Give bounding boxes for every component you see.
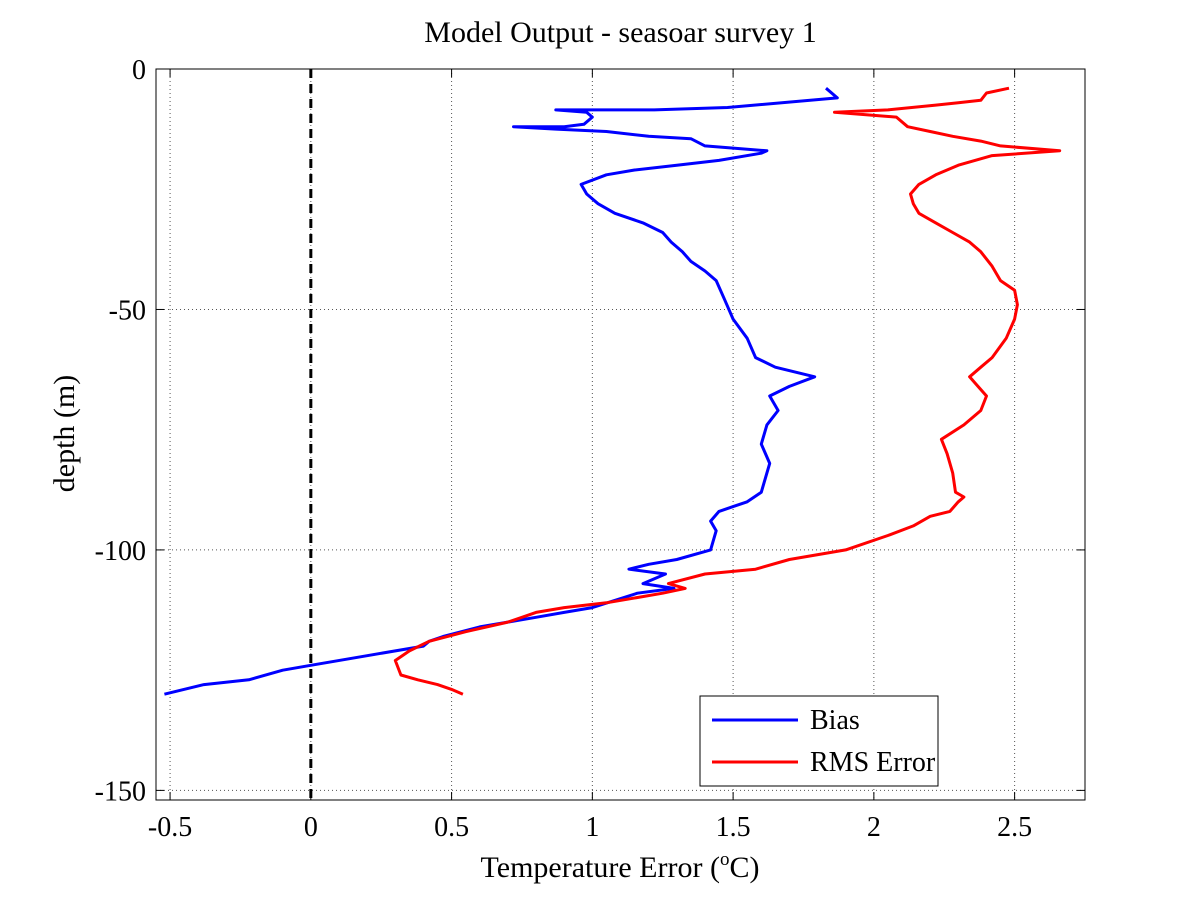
legend-label-bias: Bias [810, 705, 860, 736]
x-tick-label: 2 [867, 812, 881, 843]
x-axis-label-superscript: o [720, 849, 730, 870]
series-line-bias [164, 87, 839, 696]
plot-area [156, 69, 1085, 800]
chart-title: Model Output - seasoar survey 1 [424, 16, 816, 49]
y-tick-label: 0 [132, 55, 146, 86]
legend-label-rms-error: RMS Error [810, 747, 936, 778]
legend-box [699, 695, 939, 787]
x-tick-label: -0.5 [148, 812, 192, 843]
x-tick-label: 1 [585, 812, 599, 843]
axis-ticks: -0.5 0 0.5 1 1.5 2 2.5 0 -50 -100 -150 [95, 55, 1085, 843]
y-tick-label: -50 [109, 295, 146, 326]
legend: Bias RMS Error [699, 695, 939, 787]
y-tick-label: -100 [95, 536, 146, 567]
x-tick-label: 1.5 [716, 812, 751, 843]
series-line-rms-error [393, 86, 1062, 696]
x-axis-label: Temperature Error (oC) [481, 849, 760, 884]
x-tick-label: 0 [304, 812, 318, 843]
y-tick-label: -150 [95, 776, 146, 807]
series-layer [164, 86, 1062, 696]
plot-frame [155, 68, 1086, 801]
x-tick-label: 2.5 [997, 812, 1032, 843]
y-axis-label: depth (m) [48, 375, 81, 492]
x-axis-label-unit: C) [729, 851, 759, 884]
x-axis-label-main: Temperature Error ( [481, 851, 720, 884]
x-tick-label: 0.5 [434, 812, 469, 843]
